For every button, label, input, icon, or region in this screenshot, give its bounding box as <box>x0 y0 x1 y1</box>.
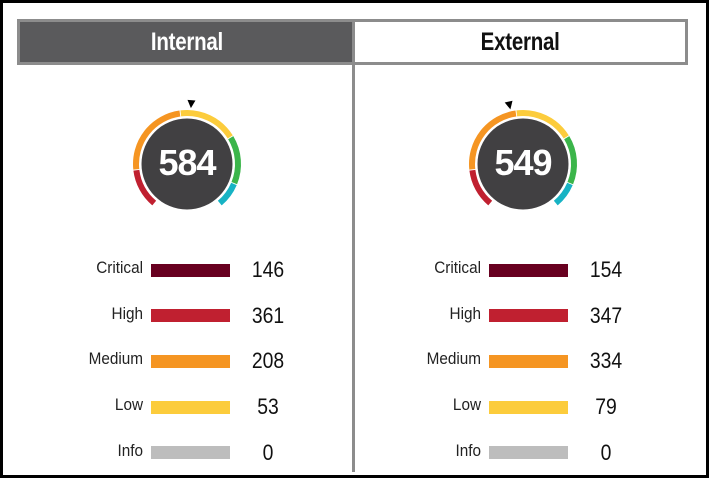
legend-value: 208 <box>251 348 285 374</box>
legend-bar-info <box>489 446 568 460</box>
legend-row-info: Info 0 <box>361 439 636 465</box>
gauge-arc-icon <box>469 100 577 210</box>
legend-bar-medium <box>151 354 230 368</box>
legend-label-wrap: Info <box>361 441 481 465</box>
legend-bar-critical <box>151 263 230 277</box>
external-panel: 549 Critical 154 High 347 Medium 334 Low 79 Info… <box>355 62 691 472</box>
legend-bar-high <box>151 309 230 323</box>
internal-panel: 584 Critical 146 High 361 Medium 208 Low 53 Info… <box>17 62 353 472</box>
legend-label-wrap: Critical <box>23 258 143 282</box>
legend-value: 347 <box>589 302 623 328</box>
legend-value: 53 <box>257 394 279 420</box>
legend-value: 146 <box>251 257 285 282</box>
tab-internal[interactable]: Internal <box>17 19 356 65</box>
external-score: 549 <box>494 142 552 183</box>
legend-label-wrap: Medium <box>361 349 481 373</box>
legend-label-wrap: Critical <box>361 258 481 282</box>
legend-bar-low <box>151 400 230 414</box>
legend-label: Info <box>455 440 481 460</box>
legend-label: Critical <box>96 258 143 277</box>
tab-internal-label: Internal <box>150 27 223 56</box>
legend-bar-high <box>489 309 568 323</box>
legend-label: Info <box>117 440 143 460</box>
legend-label-wrap: High <box>23 304 143 328</box>
legend-row-critical: Critical 154 <box>361 257 636 282</box>
internal-score: 584 <box>158 142 216 183</box>
legend-value: 0 <box>262 439 274 465</box>
legend-row-low: Low 79 <box>361 394 636 420</box>
tab-external-label: External <box>480 27 560 56</box>
legend-label: Low <box>452 395 481 415</box>
internal-score-gauge: 584 <box>122 98 252 228</box>
legend-label: Low <box>114 395 143 415</box>
legend-label-wrap: Medium <box>23 349 143 373</box>
legend-label-wrap: Low <box>361 395 481 419</box>
legend-label-wrap: Low <box>23 395 143 419</box>
legend-bar-info <box>151 446 230 460</box>
legend-row-medium: Medium 334 <box>361 348 636 374</box>
legend-value: 79 <box>595 394 617 420</box>
gauge-arc-icon <box>133 99 241 210</box>
legend-bar-low <box>489 400 568 414</box>
legend-row-medium: Medium 208 <box>23 348 298 374</box>
legend-row-info: Info 0 <box>23 439 298 465</box>
legend-label: Critical <box>434 258 481 277</box>
legend-bar-medium <box>489 354 568 368</box>
legend-row-critical: Critical 146 <box>23 257 298 282</box>
external-score-gauge: 549 <box>458 98 588 228</box>
column-divider <box>352 62 355 472</box>
legend-label: Medium <box>426 349 481 369</box>
legend-row-high: High 347 <box>361 302 636 328</box>
legend-value: 334 <box>589 348 623 374</box>
legend-value: 154 <box>589 257 623 282</box>
legend-label-wrap: High <box>361 304 481 328</box>
tab-external[interactable]: External <box>352 19 688 65</box>
legend-value: 0 <box>600 439 612 465</box>
legend-label-wrap: Info <box>23 441 143 465</box>
legend-row-high: High 361 <box>23 302 298 328</box>
legend-value: 361 <box>251 302 285 328</box>
legend-row-low: Low 53 <box>23 394 298 420</box>
legend-label: High <box>111 303 143 323</box>
legend-label: High <box>449 303 481 323</box>
legend-bar-critical <box>489 263 568 277</box>
legend-label: Medium <box>88 349 143 369</box>
